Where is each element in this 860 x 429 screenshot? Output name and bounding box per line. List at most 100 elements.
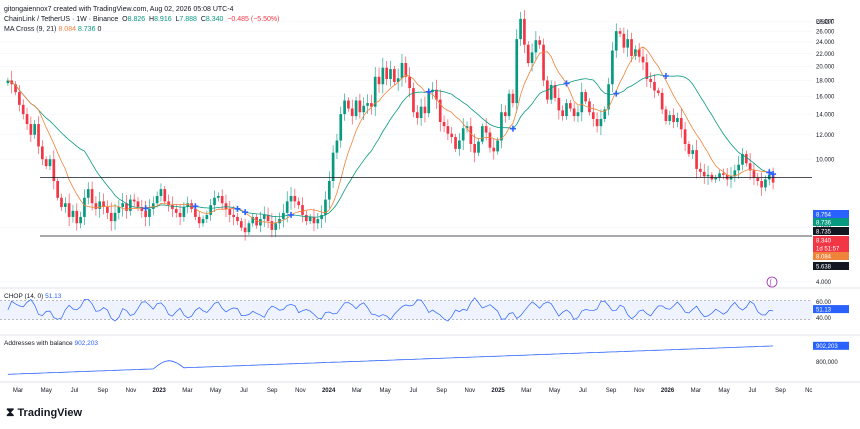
candle-body: [266, 214, 270, 222]
candle-body: [507, 93, 511, 117]
candle-body: [511, 93, 515, 104]
candle-body: [125, 203, 128, 211]
candle-body: [289, 195, 293, 202]
time-tick: Mar: [13, 388, 23, 394]
candle-body: [496, 140, 499, 152]
candle-body: [186, 203, 190, 208]
last-price-badge-text: 8.340: [816, 238, 832, 244]
candle-body: [442, 122, 446, 127]
time-tick: 2025: [491, 388, 505, 394]
candle-body: [373, 76, 377, 107]
time-tick: Mar: [182, 388, 192, 394]
candle-body: [660, 92, 664, 110]
candle-body: [243, 227, 247, 233]
candle-body: [21, 104, 25, 115]
candle-body: [607, 84, 610, 110]
chop-label: CHOP (14, 0): [4, 293, 44, 300]
ma9-badge: [813, 252, 849, 260]
indicator-icon[interactable]: [766, 276, 778, 288]
ma9-badge-text: 8.084: [816, 254, 832, 260]
candle-body: [304, 214, 308, 222]
price-tick: 24.000: [816, 40, 835, 46]
candle-body: [718, 173, 721, 178]
candle-body: [764, 179, 767, 188]
chop-legend[interactable]: CHOP (14, 0) 51.13: [4, 293, 61, 300]
cross-marker: [288, 211, 295, 218]
chop-tick: 60.00: [816, 300, 832, 306]
symbol-legend[interactable]: ChainLink / TetherUS · 1W · Binance O8.8…: [4, 16, 280, 23]
time-tick: Sep: [606, 388, 617, 394]
candle-body: [741, 153, 744, 165]
ma-cross-badge-text: 8.736: [816, 220, 832, 226]
ma-cross-label: MA Cross (9, 21): [4, 26, 57, 33]
candle-body: [83, 197, 86, 217]
candle-body: [343, 100, 346, 115]
candle-body: [370, 103, 373, 107]
candle-body: [630, 39, 633, 57]
candle-body: [109, 212, 113, 222]
price-tick: 10.000: [816, 157, 835, 163]
candle-body: [262, 214, 266, 220]
candle-body: [503, 112, 507, 117]
candle-body: [339, 114, 343, 141]
time-tick: Sep: [267, 388, 278, 394]
candle-body: [274, 223, 278, 230]
candle-body: [699, 168, 702, 172]
addresses-legend[interactable]: Addresses with balance 902,203: [4, 340, 98, 347]
candle-body: [637, 49, 641, 57]
candle-body: [404, 63, 408, 77]
candle-body: [293, 195, 297, 202]
tradingview-logo[interactable]: ⧗ TradingView: [6, 405, 82, 420]
candle-body: [603, 109, 607, 120]
candle-body: [396, 78, 400, 82]
candle-body: [132, 199, 136, 202]
candle-body: [771, 174, 775, 183]
ma21-value: 8.736: [77, 26, 96, 33]
ma-cross-legend[interactable]: MA Cross (9, 21) 8.084 8.736 0: [4, 25, 101, 34]
candle-body: [668, 115, 672, 122]
candle-body: [121, 203, 125, 208]
candle-body: [159, 189, 163, 196]
time-tick: Jul: [240, 388, 248, 394]
candle-body: [729, 176, 733, 180]
candle-body: [52, 159, 56, 181]
candle-body: [691, 150, 695, 154]
cross-marker: [142, 205, 149, 212]
candle-body: [641, 56, 645, 63]
candle-body: [236, 216, 239, 222]
candle-body: [480, 126, 484, 142]
hline-lower-badge: [813, 262, 849, 270]
candle-body: [194, 208, 197, 217]
time-tick: Mar: [521, 388, 531, 394]
candle-body: [347, 100, 350, 109]
candle-body: [381, 67, 385, 85]
time-tick: Jul: [579, 388, 587, 394]
candle-body: [523, 18, 526, 45]
candle-body: [454, 137, 457, 149]
candle-body: [473, 144, 477, 153]
candle-body: [568, 103, 572, 109]
time-tick: Nov: [634, 388, 645, 394]
candle-body: [588, 101, 591, 113]
price-labels: 8.754 8.736 8.735 8.340 1d 51:57 8.084 5.638: [813, 210, 849, 270]
time-tick: 2026: [661, 388, 675, 394]
addresses-value-badge: [813, 341, 849, 350]
candle-body: [136, 201, 140, 208]
candle-body: [301, 205, 304, 215]
candle-body: [102, 201, 105, 208]
candle-body: [450, 133, 454, 138]
ma9-value: 8.084: [58, 26, 76, 33]
time-axis: Mar May Jul Sep Nov 2023 Mar May Jul Sep Nov 2024 Ma…: [13, 388, 813, 394]
cross-marker: [770, 171, 777, 178]
candle-body: [216, 195, 220, 198]
candle-body: [86, 189, 90, 198]
addresses-label: Addresses with balance: [4, 340, 73, 347]
grid: [0, 20, 812, 283]
candle-body: [331, 152, 335, 181]
candle-body: [599, 119, 603, 127]
candle-body: [255, 216, 258, 226]
watermark-created-by: gitongaiennox7 created with TradingView.…: [4, 6, 234, 13]
candle-body: [423, 106, 427, 114]
candle-body: [75, 210, 79, 224]
